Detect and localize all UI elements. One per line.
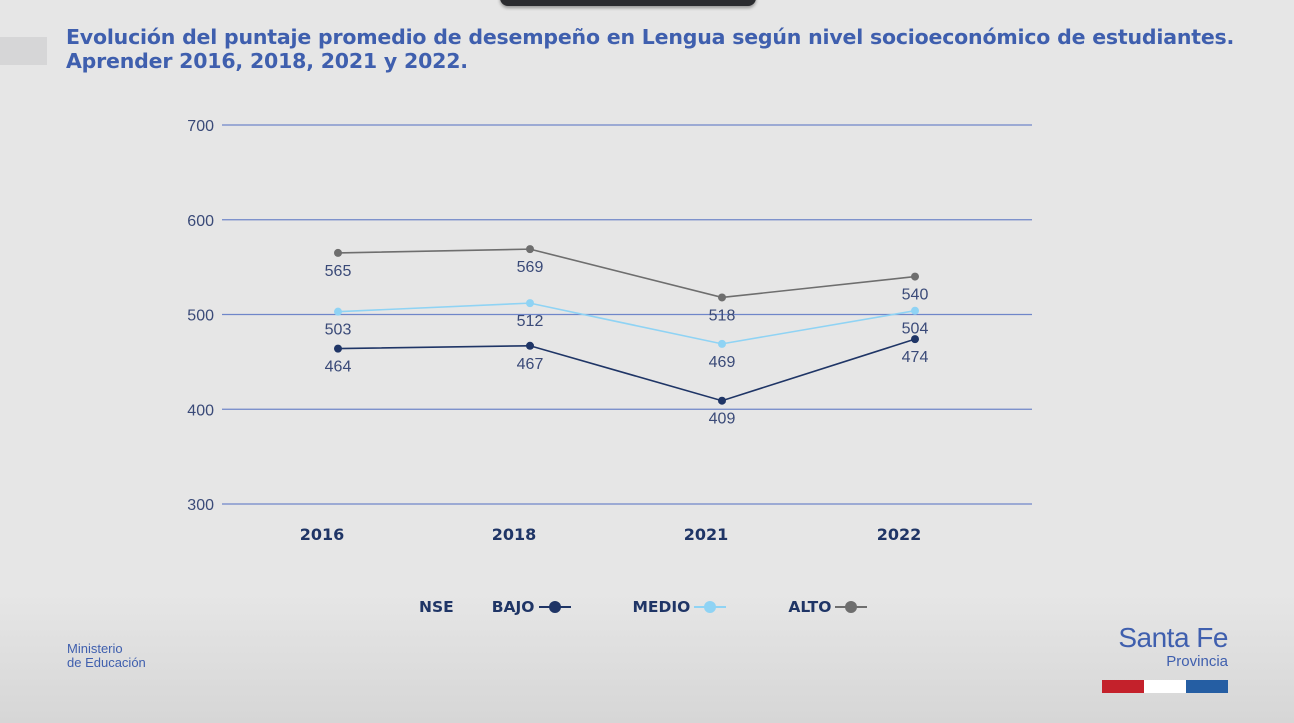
legend-title: NSE <box>419 598 454 616</box>
data-label-medio: 512 <box>517 313 544 330</box>
legend-marker-medio-icon <box>694 601 727 613</box>
x-tick-label: 2022 <box>877 525 922 544</box>
brand-name: Santa Fe <box>1118 622 1228 653</box>
series-line-alto <box>337 248 916 299</box>
flag-blue-stripe <box>1186 680 1228 693</box>
data-label-medio: 503 <box>325 322 352 339</box>
y-axis-ticks: 700 600 500 400 300 <box>187 118 214 514</box>
y-tick-label: 400 <box>187 402 214 419</box>
chart-title-line-1: Evolución del puntaje promedio de desemp… <box>66 25 1235 49</box>
y-tick-label: 600 <box>187 213 214 230</box>
data-label-medio: 469 <box>709 354 736 371</box>
data-point-bajo <box>526 341 534 350</box>
legend-label-alto: ALTO <box>788 598 832 616</box>
y-tick-label: 700 <box>187 118 214 135</box>
data-label-alto: 565 <box>325 263 352 280</box>
data-point-alto <box>718 293 726 302</box>
window-top-bar <box>500 0 756 6</box>
legend-item-medio: MEDIO <box>633 598 727 616</box>
data-point-medio <box>334 307 342 316</box>
side-tab <box>0 37 47 65</box>
y-tick-label: 300 <box>187 497 214 514</box>
data-labels: 464 467 409 474 503 512 469 504 565 569 518 540 <box>325 259 929 428</box>
x-tick-label: 2018 <box>492 525 537 544</box>
data-point-bajo <box>911 335 919 344</box>
data-point-alto <box>334 248 342 257</box>
data-point-medio <box>718 339 726 348</box>
legend-label-bajo: BAJO <box>491 598 535 616</box>
data-label-bajo: 409 <box>709 411 736 428</box>
series-line-bajo <box>337 338 916 402</box>
santa-fe-logo: Santa Fe Provincia <box>1100 622 1228 670</box>
legend-marker-alto-icon <box>835 601 868 613</box>
x-axis-ticks: 2016 2018 2021 2022 <box>300 525 922 544</box>
chart-title: Evolución del puntaje promedio de desemp… <box>66 25 1276 73</box>
ministry-line-1: Ministerio <box>67 641 123 656</box>
legend-item-alto: ALTO <box>788 598 868 616</box>
flag-red-stripe <box>1102 680 1144 693</box>
data-point-alto <box>911 272 919 281</box>
legend-label-medio: MEDIO <box>632 598 691 616</box>
x-tick-label: 2021 <box>684 525 729 544</box>
data-label-bajo: 474 <box>902 349 929 366</box>
data-point-alto <box>526 245 534 254</box>
data-label-medio: 504 <box>902 321 929 338</box>
flag-white-stripe <box>1144 680 1186 693</box>
ministry-logo-text: Ministerio de Educación <box>67 642 146 670</box>
data-label-bajo: 467 <box>517 356 544 373</box>
chart-title-line-2: Aprender 2016, 2018, 2021 y 2022. <box>66 49 468 73</box>
grid-lines <box>222 124 1032 505</box>
series-line-medio <box>337 302 916 345</box>
data-label-alto: 569 <box>517 259 544 276</box>
data-point-bajo <box>718 396 726 405</box>
data-label-alto: 518 <box>709 307 736 324</box>
x-tick-label: 2016 <box>300 525 345 544</box>
data-point-medio <box>911 306 919 315</box>
legend: NSE BAJO MEDIO ALTO <box>419 596 929 618</box>
ministry-line-2: de Educación <box>67 655 146 670</box>
flag-stripe-icon <box>1102 680 1228 693</box>
legend-item-bajo: BAJO <box>492 598 571 616</box>
y-tick-label: 500 <box>187 308 214 325</box>
data-point-bajo <box>334 344 342 353</box>
data-label-alto: 540 <box>902 287 929 304</box>
data-label-bajo: 464 <box>325 359 352 376</box>
brand-subtitle: Provincia <box>1166 653 1228 670</box>
data-point-medio <box>526 299 534 308</box>
legend-marker-bajo-icon <box>538 601 571 613</box>
series-lines <box>334 245 919 405</box>
